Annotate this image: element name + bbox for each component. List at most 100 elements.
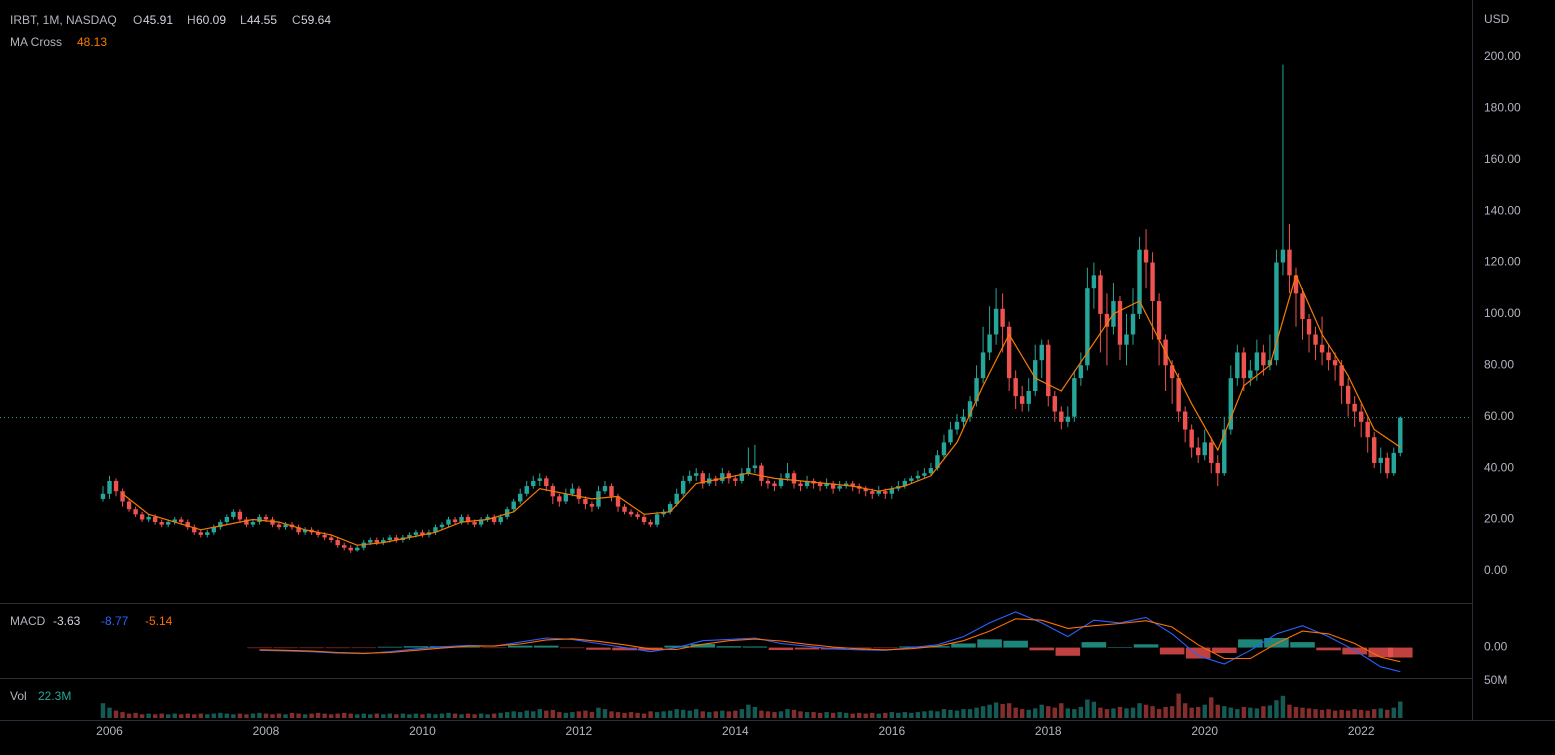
candle-body (648, 522, 653, 525)
candle-body (1000, 308, 1005, 327)
y-tick-label: 60.00 (1484, 409, 1514, 423)
volume-bar (550, 709, 556, 718)
candle-body (1052, 396, 1057, 412)
volume-bar (576, 711, 582, 718)
volume-bar (205, 714, 210, 718)
candle-body (596, 491, 601, 507)
volume-bar (563, 712, 569, 718)
candle-body (478, 519, 484, 525)
ohlc-label: C (292, 13, 301, 27)
candle-body (589, 504, 595, 507)
candle-body (720, 473, 725, 481)
candle-body (1313, 334, 1318, 345)
volume-bar (491, 713, 497, 718)
volume-bar (654, 712, 660, 718)
volume-bar (139, 714, 145, 718)
candle-body (785, 473, 790, 479)
volume-bar (1196, 706, 1201, 718)
candle-body (1228, 378, 1233, 430)
candle-body (1319, 344, 1325, 353)
candle-body (472, 522, 477, 525)
ohlc-value: 45.91 (143, 13, 173, 27)
x-tick-label: 2016 (878, 724, 905, 738)
volume-bar (1293, 706, 1299, 718)
volume-bar (889, 712, 895, 718)
candle-body (1189, 429, 1194, 448)
volume-bar (465, 713, 471, 718)
volume-bar (1182, 703, 1188, 718)
volume-bar (596, 707, 601, 718)
volume-bar (1398, 701, 1403, 718)
volume-bar (1163, 706, 1168, 718)
candle-body (224, 516, 230, 523)
volume-bar (817, 712, 823, 718)
volume-bar (1372, 709, 1377, 718)
volume-bar (1078, 706, 1084, 718)
volume-bar (1130, 707, 1136, 718)
volume-bar (1046, 706, 1051, 718)
volume-bar (224, 713, 230, 718)
volume-bar (1319, 709, 1325, 718)
ohlc-label: O (133, 13, 142, 27)
volume-bar (1150, 706, 1155, 718)
volume-bar (993, 702, 999, 718)
macd-histogram-bar (664, 645, 689, 648)
candle-body (511, 501, 516, 510)
candle-body (948, 429, 953, 443)
candle-body (1196, 447, 1201, 456)
volume-bar (707, 712, 712, 718)
volume-bar (674, 709, 679, 718)
volume-bar (420, 714, 425, 718)
volume-bar (368, 714, 373, 718)
volume-bar (648, 711, 653, 718)
candle-body (126, 501, 132, 510)
candle-body (1345, 385, 1351, 404)
candle-body (694, 473, 699, 476)
volume-bar (863, 713, 868, 718)
candle-body (902, 480, 908, 487)
volume-bar (700, 711, 705, 718)
candle-body (361, 542, 366, 548)
candle-body (237, 511, 243, 520)
candle-body (798, 483, 803, 487)
volume-bar (263, 713, 269, 718)
volume-bar (896, 712, 901, 718)
candle-body (687, 475, 692, 481)
volume-bar (609, 711, 614, 718)
candle-body (928, 468, 934, 474)
volume-bar (557, 712, 562, 718)
candle-body (615, 496, 621, 507)
volume-bar (400, 713, 406, 718)
volume-bar (1117, 706, 1123, 718)
candle-body (883, 491, 888, 494)
candle-body (557, 496, 562, 502)
volume-bar (974, 707, 979, 718)
candle-body (1176, 378, 1181, 412)
candle-body (876, 491, 881, 494)
candle-body (791, 473, 797, 484)
y-tick-label: 160.00 (1484, 152, 1521, 166)
volume-bar (472, 714, 477, 718)
volume-bar (1391, 707, 1396, 718)
macd-name: MACD (10, 614, 46, 628)
volume-bar (1137, 703, 1142, 718)
volume-bar (322, 713, 327, 718)
volume-bar (1091, 701, 1097, 718)
volume-bar (824, 712, 829, 718)
volume-bar (1111, 708, 1116, 718)
candle-body (407, 534, 412, 538)
macd-histogram-bar (742, 646, 768, 648)
volume-bar (413, 713, 419, 718)
candle-body (870, 491, 875, 494)
candle-body (263, 516, 269, 520)
volume-bar (843, 712, 849, 718)
volume-bar (1065, 708, 1071, 718)
volume-bar (1228, 707, 1233, 718)
volume-bar (296, 713, 301, 718)
candle-body (1241, 352, 1247, 379)
volume-bar (830, 712, 836, 718)
volume-bar (315, 712, 321, 718)
macd-histogram-value: -3.63 (53, 614, 81, 628)
volume-bar (179, 714, 184, 718)
candle-body (165, 522, 171, 525)
